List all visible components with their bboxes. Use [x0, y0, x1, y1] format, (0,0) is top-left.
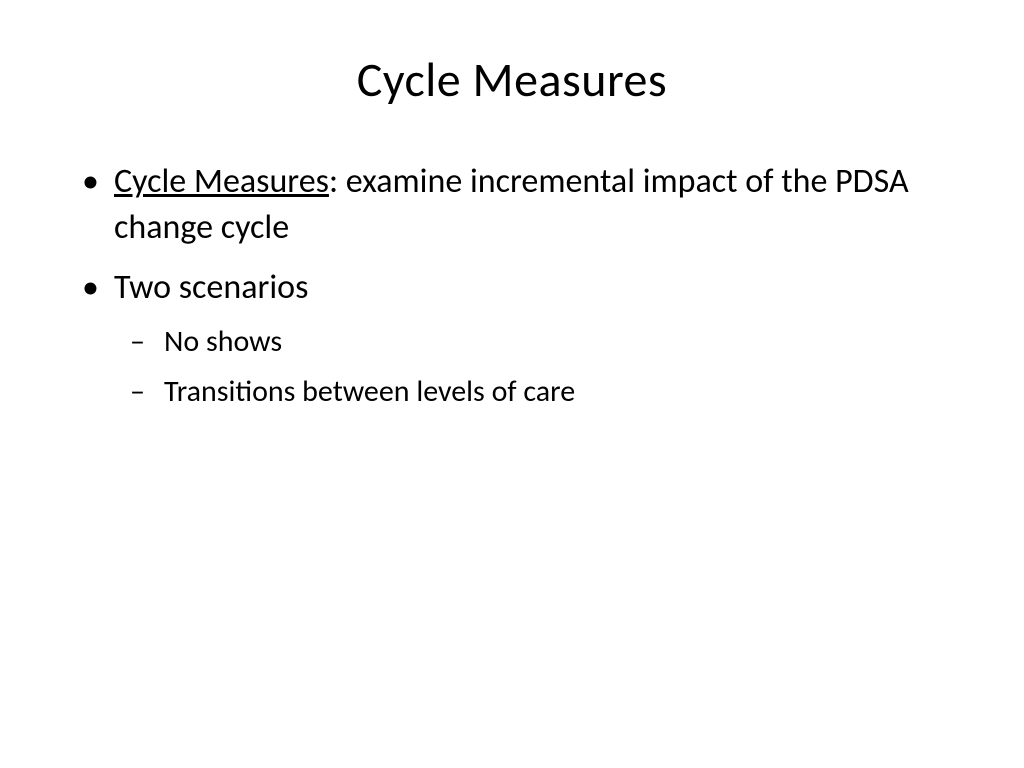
slide-title: Cycle Measures: [70, 50, 954, 109]
bullet-list-level2: No shows Transitions between levels of c…: [114, 321, 954, 413]
sub-bullet-item: No shows: [114, 321, 954, 363]
bullet-text: Two scenarios: [114, 267, 308, 308]
sub-bullet-item: Transitions between levels of care: [114, 371, 954, 413]
bullet-underlined-lead: Cycle Measures: [114, 161, 329, 202]
bullet-item: Cycle Measures: examine incremental impa…: [70, 159, 954, 251]
bullet-list-level1: Cycle Measures: examine incremental impa…: [70, 159, 954, 413]
bullet-item: Two scenarios No shows Transitions betwe…: [70, 265, 954, 413]
